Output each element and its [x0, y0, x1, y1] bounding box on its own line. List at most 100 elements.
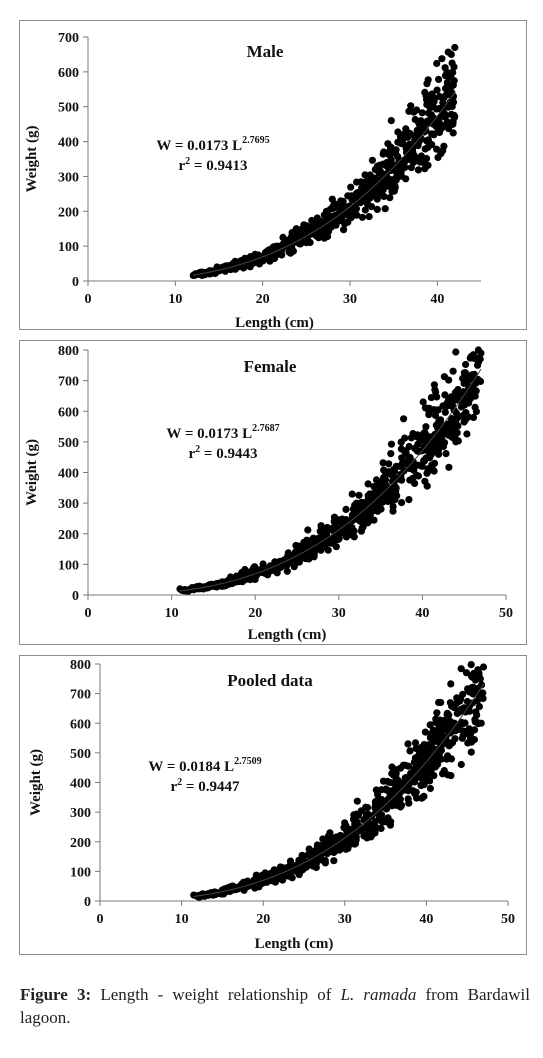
data-point	[411, 790, 419, 798]
data-point	[424, 76, 432, 84]
data-point	[300, 221, 308, 229]
x-tick-label: 40	[430, 292, 444, 307]
data-point	[391, 184, 399, 192]
data-point	[469, 690, 477, 698]
x-tick-label: 40	[419, 912, 433, 927]
y-tick-label: 100	[58, 558, 79, 573]
data-point	[404, 795, 412, 803]
y-tick-label: 500	[58, 436, 79, 451]
data-point	[414, 770, 423, 778]
y-tick-label: 200	[58, 205, 79, 220]
data-point	[338, 529, 346, 537]
data-point	[375, 176, 383, 184]
data-point	[335, 535, 343, 543]
data-point	[372, 490, 380, 499]
data-point	[402, 133, 410, 141]
data-point	[365, 174, 373, 182]
data-point	[421, 762, 429, 770]
data-point	[476, 675, 484, 683]
y-tick-label: 300	[58, 170, 79, 185]
data-point	[434, 406, 442, 414]
data-point	[385, 151, 393, 159]
data-points	[189, 43, 459, 279]
data-point	[286, 239, 294, 247]
data-point	[398, 499, 406, 507]
data-point	[398, 801, 406, 809]
data-point	[341, 220, 349, 228]
y-tick-label: 0	[72, 275, 79, 290]
data-point	[381, 160, 389, 168]
data-point	[325, 539, 333, 547]
chart-panel-male: 0 100 200 300 400 500 600 700 0 10 20 30 40 Length (c…	[19, 20, 527, 331]
data-point	[441, 408, 449, 416]
data-point	[426, 104, 434, 112]
y-tick-label: 300	[70, 806, 91, 821]
equation-main: W = 0.0184 L	[148, 759, 234, 775]
data-point	[292, 541, 300, 550]
data-point	[385, 460, 393, 468]
data-point	[447, 680, 455, 688]
data-point	[443, 118, 451, 126]
equation-exponent: 2.7695	[242, 135, 270, 146]
data-point	[411, 479, 419, 487]
data-point	[372, 506, 380, 514]
data-point	[240, 882, 248, 890]
data-point	[374, 483, 382, 491]
data-point	[387, 117, 395, 125]
data-point	[326, 205, 334, 213]
data-point	[355, 811, 363, 819]
data-point	[433, 709, 441, 717]
data-point	[441, 391, 449, 399]
data-point	[470, 726, 479, 734]
chart-panel-female: 0 100 200 300 400 500 600 700 800 0 10 20 30 40 50 Leng…	[19, 340, 527, 645]
data-point	[435, 417, 443, 425]
data-point	[405, 781, 413, 789]
data-point	[283, 567, 291, 575]
data-point	[462, 360, 470, 369]
data-point	[328, 838, 336, 846]
data-point	[400, 458, 408, 467]
x-axis-label: Length (cm)	[248, 627, 327, 643]
x-tick-label: 20	[248, 606, 262, 621]
data-point	[407, 102, 415, 110]
chart-svg: 0 100 200 300 400 500 600 700 800 0 10 20 30 40 50 Leng…	[28, 658, 515, 952]
data-point	[405, 496, 413, 504]
x-axis-label: Length (cm)	[235, 315, 314, 331]
data-point	[387, 450, 395, 458]
data-point	[421, 477, 429, 485]
data-point	[392, 769, 400, 777]
data-point	[426, 734, 434, 742]
data-point	[446, 717, 454, 725]
chart-svg: 0 100 200 300 400 500 600 700 0 10 20 30 40 Length (c…	[24, 31, 481, 331]
data-point	[419, 398, 427, 406]
data-point	[442, 736, 450, 744]
data-point	[405, 107, 413, 115]
data-point	[435, 75, 443, 83]
data-point	[261, 869, 269, 877]
data-point	[391, 795, 399, 804]
data-point	[467, 748, 475, 756]
data-point	[406, 747, 414, 755]
data-point	[414, 461, 422, 469]
data-point	[372, 500, 380, 508]
chart-title: Pooled data	[227, 671, 313, 690]
data-point	[372, 191, 380, 199]
data-point	[381, 205, 389, 213]
data-point	[425, 744, 433, 753]
data-point	[441, 64, 449, 72]
data-point	[408, 462, 416, 470]
data-point	[377, 813, 385, 822]
data-point	[457, 665, 465, 673]
data-point	[386, 821, 394, 829]
data-point	[419, 436, 427, 445]
data-point	[415, 447, 423, 455]
data-point	[393, 169, 401, 177]
data-point	[450, 431, 458, 439]
data-point	[357, 527, 365, 535]
data-point	[472, 407, 480, 416]
data-point	[431, 411, 440, 420]
fit-curve	[179, 368, 482, 592]
data-point	[389, 507, 397, 515]
data-point	[396, 784, 404, 793]
data-point	[241, 565, 249, 574]
